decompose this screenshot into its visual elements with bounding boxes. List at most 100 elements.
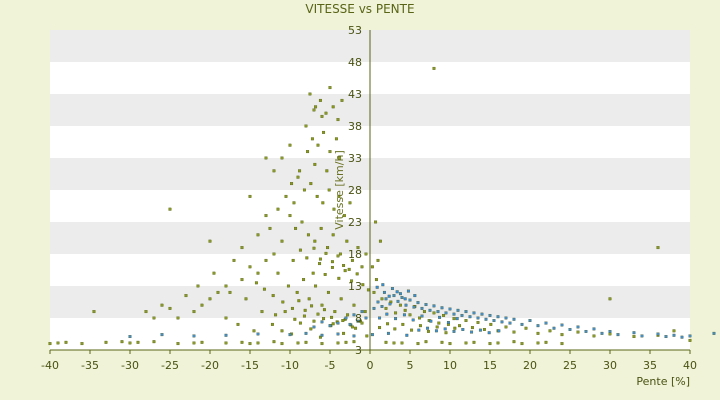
data-point [80, 342, 84, 346]
data-point [303, 308, 307, 312]
data-point [394, 311, 398, 315]
data-point [402, 313, 406, 317]
data-point [337, 194, 341, 198]
data-point [331, 322, 335, 326]
data-point [262, 287, 266, 291]
data-point [352, 313, 356, 317]
data-point [403, 297, 407, 301]
data-point [288, 214, 292, 218]
x-tick-label: 0 [367, 359, 374, 372]
data-point [393, 327, 397, 331]
data-point [216, 290, 220, 294]
data-point [398, 292, 402, 296]
y-axis-label: Vitesse [km/h] [333, 150, 346, 230]
data-point [320, 303, 324, 307]
data-point [458, 324, 462, 328]
data-point [336, 118, 340, 122]
data-point [240, 246, 244, 250]
data-point [484, 317, 488, 321]
data-point [224, 333, 228, 337]
data-point [472, 311, 476, 315]
data-point [384, 306, 388, 310]
data-point [308, 92, 312, 96]
data-point [424, 303, 428, 307]
data-point [672, 329, 676, 333]
data-point [688, 334, 692, 338]
data-point [488, 342, 492, 346]
data-point [288, 143, 292, 147]
data-point [420, 314, 424, 318]
data-point [386, 322, 390, 326]
y-tick-label: 28 [348, 184, 362, 197]
data-point [271, 294, 275, 298]
data-point [375, 285, 379, 289]
data-point [381, 283, 385, 287]
data-point [520, 322, 524, 326]
data-point [264, 258, 268, 262]
data-point [312, 325, 316, 329]
data-point [401, 322, 405, 326]
data-point [448, 307, 452, 311]
data-point [56, 341, 60, 345]
data-point [276, 271, 280, 275]
data-point [298, 248, 302, 252]
data-point [260, 310, 264, 314]
data-point [552, 326, 556, 330]
data-point [320, 342, 324, 346]
y-tick-label: 48 [348, 56, 362, 69]
data-point [464, 319, 468, 323]
data-point [176, 316, 180, 320]
data-point [361, 283, 365, 287]
data-point [248, 265, 252, 269]
data-point [372, 306, 376, 310]
data-point [408, 313, 412, 317]
data-point [608, 332, 612, 336]
data-point [256, 341, 260, 345]
data-point [318, 257, 322, 261]
data-point [347, 267, 351, 271]
data-point [560, 333, 564, 337]
data-point [712, 331, 716, 335]
data-point [152, 316, 156, 320]
data-point [366, 288, 370, 292]
data-point [464, 310, 468, 314]
chart-title: VITESSE vs PENTE [305, 2, 415, 16]
data-point [632, 335, 636, 339]
x-tick-label: 5 [407, 359, 414, 372]
data-point [360, 265, 364, 269]
data-point [322, 308, 326, 312]
data-point [348, 322, 352, 326]
data-point [274, 313, 278, 317]
data-point [504, 325, 508, 329]
data-point [332, 207, 336, 211]
data-point [487, 331, 491, 335]
data-point [396, 299, 400, 303]
data-point [426, 329, 430, 333]
data-point [388, 302, 392, 306]
data-point [632, 331, 636, 335]
data-point [418, 324, 422, 328]
data-point [236, 322, 240, 326]
data-point [290, 306, 294, 310]
data-point [290, 182, 294, 186]
data-point [560, 323, 564, 327]
data-point [120, 340, 124, 344]
data-point [672, 333, 676, 337]
data-point [664, 335, 668, 339]
data-point [385, 312, 389, 316]
data-point [355, 272, 359, 276]
y-tick-label: 43 [348, 88, 362, 101]
x-tick-label: 25 [563, 359, 577, 372]
data-point [232, 258, 236, 262]
data-point [472, 340, 476, 344]
data-point [344, 340, 348, 344]
data-point [478, 328, 482, 332]
data-point [438, 315, 442, 319]
data-point [325, 169, 329, 173]
data-point [330, 260, 334, 264]
data-point [336, 341, 340, 345]
data-point [264, 214, 268, 218]
data-point [327, 188, 331, 192]
data-point [136, 340, 140, 344]
data-point [432, 304, 436, 308]
